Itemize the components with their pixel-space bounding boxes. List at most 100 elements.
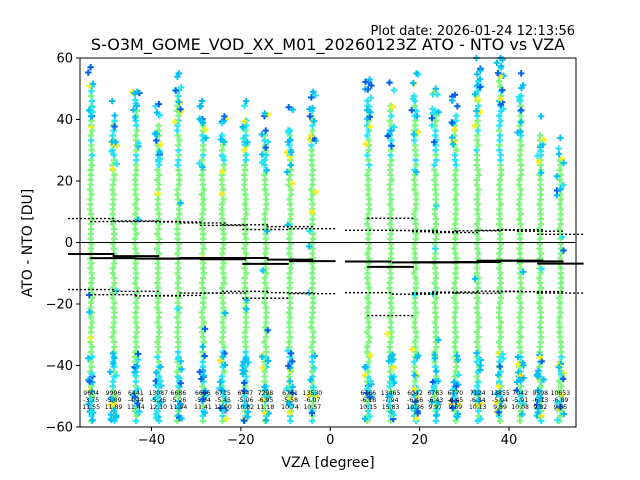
scatter-point (433, 284, 440, 292)
scatter-point-outlier (411, 372, 418, 379)
scatter-point-outlier (109, 350, 117, 357)
bin-mean-label: -5.58 (282, 397, 298, 404)
scatter-point (111, 299, 118, 306)
scatter-point-outlier (157, 377, 164, 385)
scatter-point-outlier (89, 108, 96, 116)
scatter-point-outlier (536, 354, 544, 361)
scatter-point-outlier (499, 86, 506, 94)
scatter-point-outlier (286, 153, 294, 161)
scatter-point-outlier (390, 411, 397, 418)
scatter-point (308, 343, 315, 351)
scatter-point (475, 186, 482, 193)
scatter-point-outlier (289, 390, 296, 397)
scatter-point-outlier (497, 62, 505, 70)
scatter-point (556, 378, 563, 385)
scatter-point (366, 225, 373, 233)
scatter-point-outlier (519, 411, 526, 418)
scatter-point-outlier (367, 109, 374, 116)
scatter-point-outlier (366, 394, 373, 401)
scatter-point (174, 314, 181, 321)
scatter-point (176, 137, 183, 144)
scatter-point-outlier (259, 158, 267, 166)
scatter-point (497, 83, 504, 90)
scatter-point (110, 338, 118, 346)
y-axis-label: ATO - NTO [DU] (20, 189, 36, 297)
scatter-point (411, 137, 418, 144)
scatter-point-outlier (217, 404, 224, 412)
y-tick-label: −20 (46, 298, 73, 313)
scatter-point-outlier (412, 404, 419, 412)
scatter-point-outlier (157, 363, 164, 371)
scatter-point-outlier (471, 275, 479, 282)
scatter-point (132, 201, 139, 208)
scatter-point (174, 186, 181, 193)
scatter-point (516, 338, 523, 346)
scatter-point-outlier (262, 127, 269, 134)
scatter-point-max (261, 110, 268, 117)
scatter-point (386, 201, 394, 208)
scatter-point (133, 196, 141, 203)
scatter-point-outlier (308, 208, 316, 216)
scatter-point-outlier (110, 360, 117, 367)
scatter-point-outlier (410, 131, 417, 138)
scatter-point (388, 225, 395, 233)
scatter-point-outlier (199, 396, 207, 403)
scatter-point-max (517, 70, 525, 77)
scatter-point-outlier (431, 355, 439, 362)
scatter-point (517, 211, 524, 218)
bin-mean-label: -7.94 (383, 397, 399, 404)
x-tick-label: 0 (326, 433, 334, 448)
scatter-point-outlier (535, 158, 543, 165)
scatter-point-max (285, 104, 292, 111)
scatter-point-outlier (243, 305, 250, 313)
bin-std-label: 9.55 (553, 404, 567, 411)
scatter-point-outlier (262, 386, 269, 394)
scatter-point-outlier (132, 114, 139, 121)
scatter-point-outlier (477, 362, 484, 369)
scatter-point (242, 250, 250, 257)
scatter-point-outlier (475, 355, 483, 362)
scatter-point (155, 324, 163, 331)
scatter-point (388, 112, 395, 120)
scatter-point-outlier (88, 370, 95, 377)
scatter-point (220, 220, 227, 228)
scatter-point (263, 191, 270, 198)
scatter-point-outlier (286, 136, 294, 144)
scatter-point-outlier (493, 390, 501, 397)
scatter-point (496, 324, 503, 331)
scatter-point (388, 388, 395, 395)
bin-mean-label: -6.34 (470, 397, 486, 404)
scatter-point-outlier (410, 79, 417, 87)
scatter-point-outlier (560, 375, 567, 383)
scatter-point-outlier (385, 357, 393, 365)
scatter-point (220, 196, 227, 203)
scatter-point (241, 215, 249, 223)
scatter-point-outlier (554, 399, 561, 406)
scatter-point (365, 176, 372, 183)
plot-date: Plot date: 2026-01-24 12:13:56 (370, 24, 575, 39)
scatter-point (220, 368, 228, 375)
scatter-point-outlier (308, 409, 316, 417)
scatter-point-outlier (390, 87, 398, 94)
scatter-point-outlier (263, 167, 270, 174)
y-tick-label: 20 (56, 175, 73, 190)
scatter-point-outlier (312, 188, 319, 196)
scatter-point-max (198, 97, 206, 105)
scatter-point-outlier (177, 401, 184, 408)
scatter-point-outlier (201, 325, 209, 333)
scatter-point (473, 304, 481, 311)
scatter-point-outlier (435, 399, 442, 406)
scatter-point (386, 181, 394, 188)
scatter-point (431, 176, 438, 183)
bin-std-label: 11.94 (169, 404, 187, 411)
scatter-point-outlier (111, 400, 118, 407)
scatter-point (241, 274, 248, 282)
scatter-point-outlier (217, 136, 225, 143)
scatter-point-outlier (476, 76, 484, 83)
scatter-point (198, 324, 205, 331)
scatter-point (109, 240, 117, 247)
scatter-points (85, 54, 568, 425)
scatter-point-outlier (451, 126, 458, 133)
scatter-point (154, 166, 161, 174)
scatter-point-outlier (500, 105, 507, 113)
